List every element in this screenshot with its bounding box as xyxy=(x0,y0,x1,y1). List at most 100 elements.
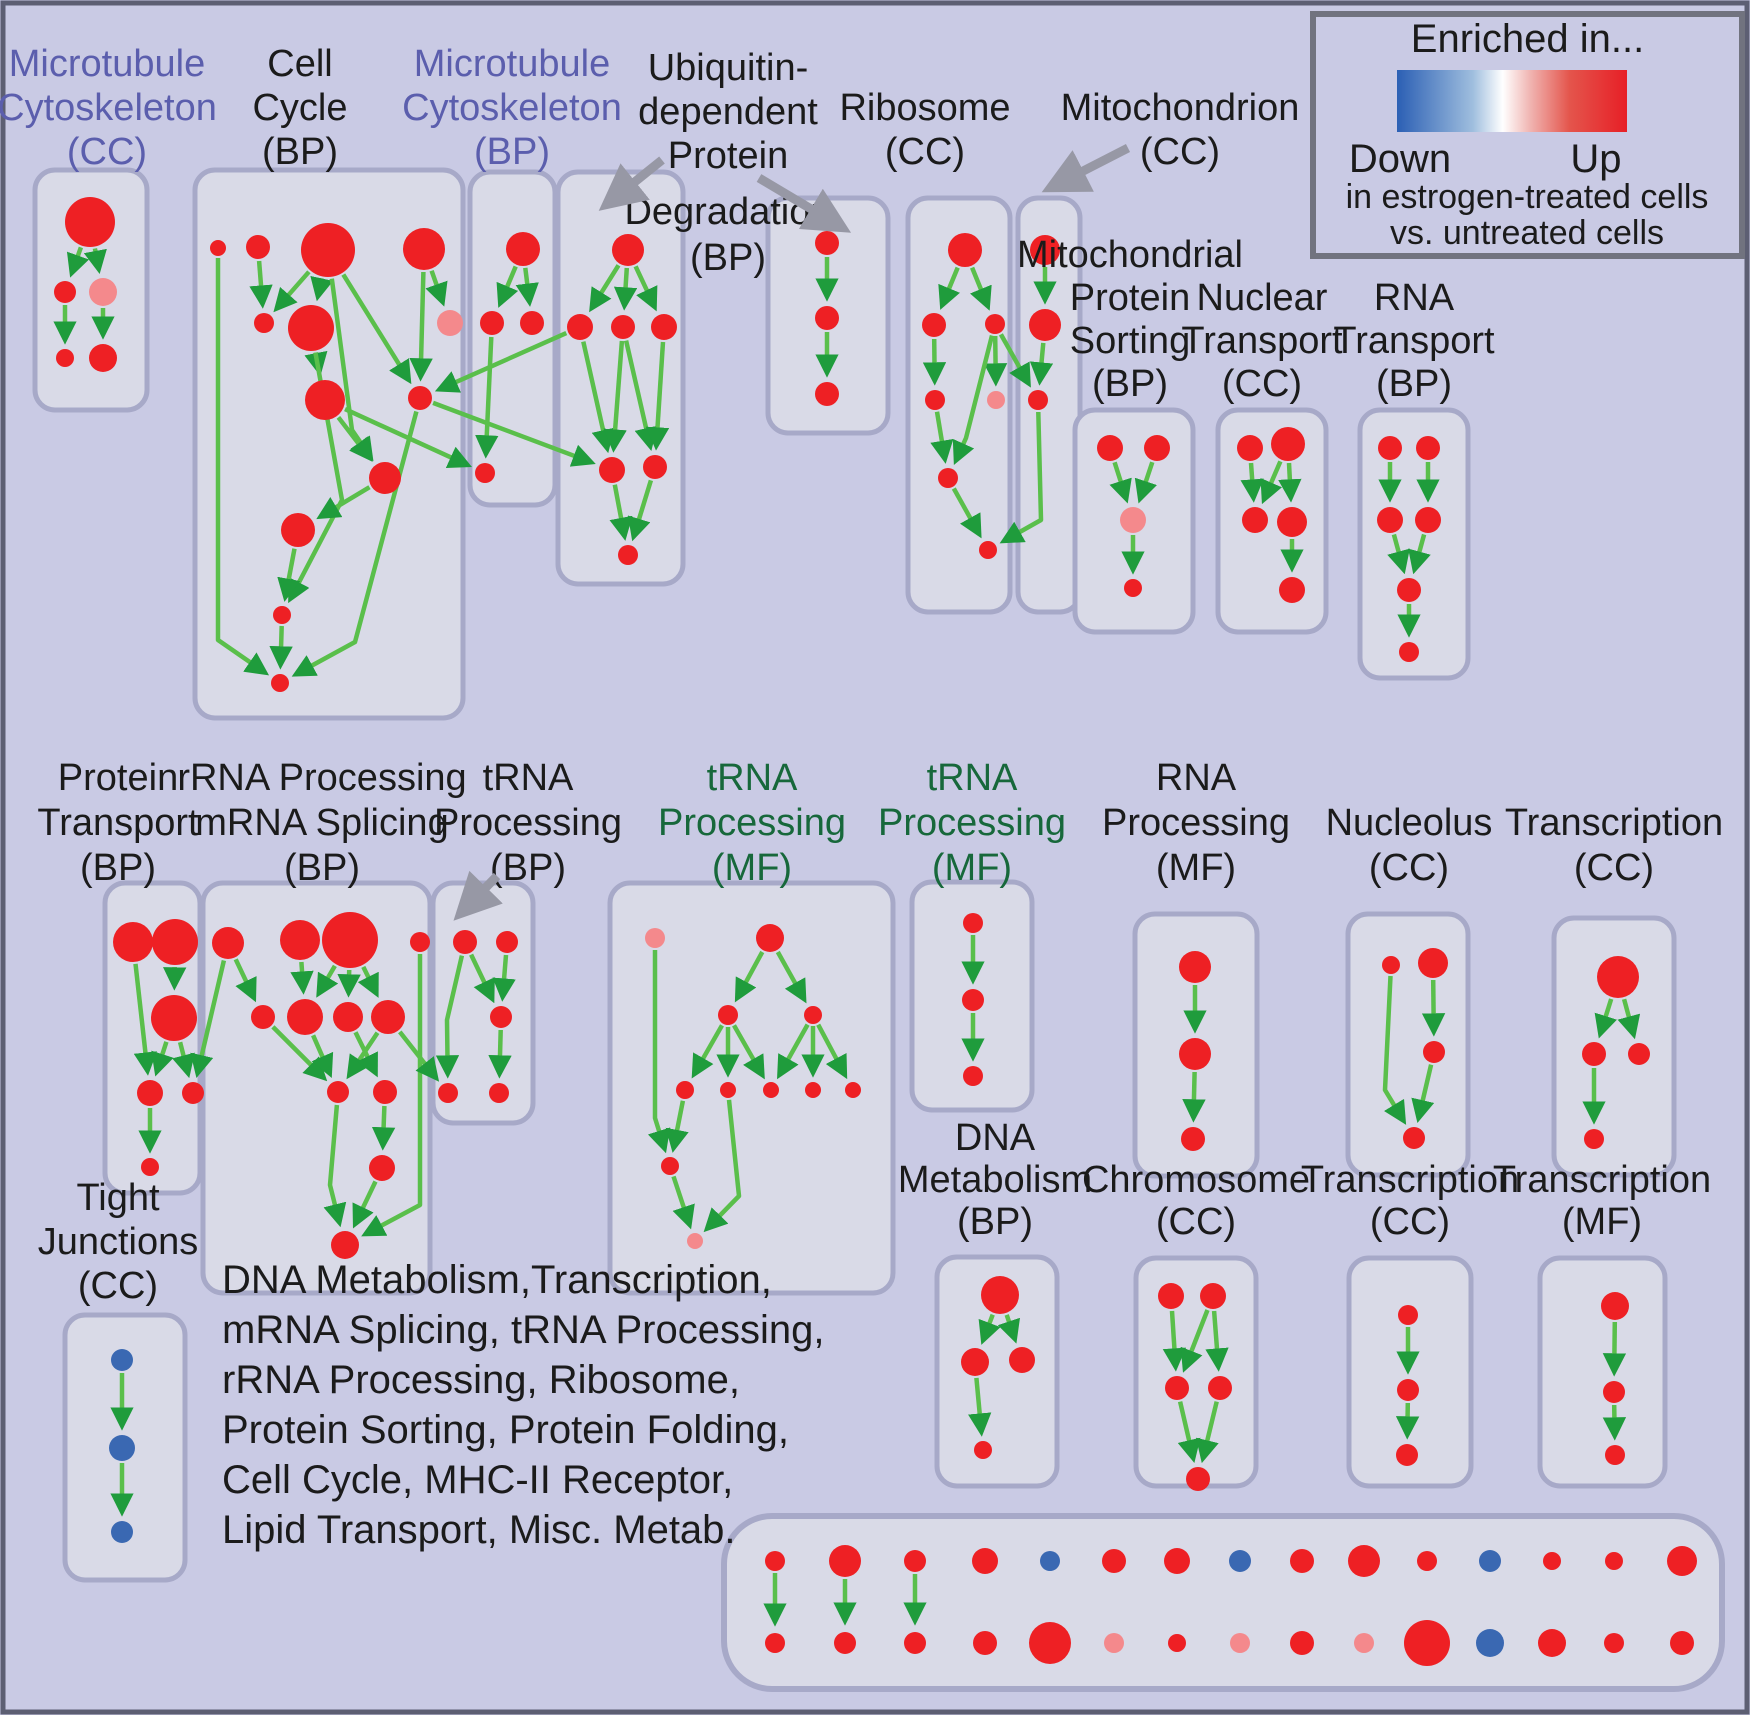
bottom-grid-bottom-node-5 xyxy=(1104,1633,1124,1653)
cluster-label-rib-line1: (CC) xyxy=(885,131,965,173)
node-rib-r2 xyxy=(922,313,946,337)
cluster-box-mt xyxy=(470,172,555,505)
cluster-box-tmf xyxy=(1540,1258,1665,1486)
cluster-label-ms-line2: Sorting xyxy=(1070,320,1190,362)
node-ch-k1 xyxy=(1158,1283,1184,1309)
edge-tmf-x2-x3 xyxy=(1614,1405,1615,1436)
bottom-grid-top-node-11 xyxy=(1479,1550,1501,1572)
node-dm-d3 xyxy=(1009,1347,1035,1373)
cluster-label-ch-line0: Chromosome xyxy=(1082,1159,1310,1201)
cluster-label-tm1-line2: (MF) xyxy=(712,847,792,889)
edge-tc2-w2-w3 xyxy=(1407,1403,1408,1435)
node-mit-mi3 xyxy=(1028,390,1048,410)
cluster-label-tm2-line2: (MF) xyxy=(932,847,1012,889)
cluster-label-rt-line0: RNA xyxy=(1374,277,1455,319)
edge-cc-cc4-cc9 xyxy=(421,272,424,377)
node-ub2-u2 xyxy=(815,306,839,330)
bottom-grid-bottom-node-12 xyxy=(1538,1629,1566,1657)
node-rr-q11 xyxy=(369,1155,395,1181)
node-tmf-x3 xyxy=(1605,1445,1625,1465)
cluster-label-mit-line1: (CC) xyxy=(1140,131,1220,173)
node-tb-t4 xyxy=(438,1083,458,1103)
bottom-grid-top-node-6 xyxy=(1164,1548,1190,1574)
cluster-label-rr-line2: (BP) xyxy=(284,847,360,889)
bottom-grid-top-node-0 xyxy=(765,1551,785,1571)
node-rr-q9 xyxy=(327,1081,349,1103)
bottom-grid-top-node-10 xyxy=(1417,1551,1437,1571)
node-tc-v2 xyxy=(1582,1042,1606,1066)
bottom-grid-bottom-node-0 xyxy=(765,1633,785,1653)
node-nt-n2 xyxy=(1271,427,1305,461)
cluster-label-rp-line2: (MF) xyxy=(1156,847,1236,889)
node-tm1-g11 xyxy=(687,1233,703,1249)
bottom-grid-bottom-node-11 xyxy=(1476,1629,1504,1657)
node-ub1-b4 xyxy=(651,314,677,340)
edge-rr-q10-q11 xyxy=(383,1106,385,1146)
bottom-grid-bottom-node-2 xyxy=(904,1632,926,1654)
node-rr-q8 xyxy=(371,1000,405,1034)
node-dm-d2 xyxy=(961,1348,989,1376)
cluster-label-pt-line1: Transport xyxy=(37,802,199,844)
bottom-grid-bottom-node-14 xyxy=(1670,1631,1694,1655)
cluster-label-tb-line2: (BP) xyxy=(490,847,566,889)
cluster-label-dm-line1: Metabolism xyxy=(898,1159,1092,1201)
node-ch-k3 xyxy=(1165,1376,1189,1400)
node-dm-d4 xyxy=(974,1441,992,1459)
node-ms-s4 xyxy=(1124,579,1142,597)
bottom-grid-top-node-3 xyxy=(972,1548,998,1574)
node-mtcc-a5 xyxy=(89,344,117,372)
node-mt-m3 xyxy=(520,311,544,335)
node-ms-s1 xyxy=(1097,435,1123,461)
node-tb-t2 xyxy=(496,931,518,953)
edge-tb-t3-t5 xyxy=(500,1030,501,1074)
node-tm1-g7 xyxy=(763,1082,779,1098)
node-rib-r4 xyxy=(925,390,945,410)
node-tmf-x2 xyxy=(1603,1381,1625,1403)
cluster-label-tb-line0: tRNA xyxy=(483,757,574,799)
legend-title: Enriched in... xyxy=(1411,17,1644,61)
cluster-label-tmf-line1: (MF) xyxy=(1562,1201,1642,1243)
edge-nt-n1-n3 xyxy=(1251,463,1254,498)
cluster-label-pt-line2: (BP) xyxy=(80,847,156,889)
edge-rib-r3-r5 xyxy=(995,336,996,382)
bottom-grid-bottom-node-10 xyxy=(1404,1620,1450,1666)
legend-up-label: Up xyxy=(1570,137,1621,181)
node-tc-v1 xyxy=(1597,956,1639,998)
cluster-label-ub1-line0: Ubiquitin- xyxy=(648,47,809,89)
node-mtcc-a4 xyxy=(56,349,74,367)
node-mtcc-a1 xyxy=(65,197,115,247)
node-rr-q4 xyxy=(410,932,430,952)
bottom-grid-bottom-node-4 xyxy=(1029,1622,1071,1664)
node-cc-cc11 xyxy=(281,513,315,547)
node-pt-p4 xyxy=(137,1080,163,1106)
cluster-label-cc-line1: Cycle xyxy=(252,87,347,129)
cluster-label-tm1-line1: Processing xyxy=(658,802,846,844)
misc-text-line-0: DNA Metabolism,Transcription, xyxy=(222,1258,772,1302)
cluster-label-rt-line2: (BP) xyxy=(1376,363,1452,405)
cluster-label-tj-line1: Junctions xyxy=(38,1221,199,1263)
cluster-label-rp-line0: RNA xyxy=(1156,757,1237,799)
bottom-grid-top-node-2 xyxy=(904,1550,926,1572)
node-rib-r5 xyxy=(987,391,1005,409)
node-rt-rf xyxy=(1399,642,1419,662)
node-cc-cc1 xyxy=(210,240,226,256)
node-tm1-g1 xyxy=(645,928,665,948)
node-tm1-g10 xyxy=(661,1157,679,1175)
node-mt-m2 xyxy=(480,311,504,335)
legend-subtitle-line1: in estrogen-treated cells xyxy=(1346,178,1709,216)
cluster-box-rt xyxy=(1360,410,1468,678)
cluster-label-rp-line1: Processing xyxy=(1102,802,1290,844)
node-cc-cc2 xyxy=(246,235,270,259)
node-tm1-g2 xyxy=(756,924,784,952)
misc-text-line-3: Protein Sorting, Protein Folding, xyxy=(222,1408,789,1452)
node-rt-ra xyxy=(1378,436,1402,460)
bottom-grid-bottom-node-1 xyxy=(834,1632,856,1654)
cluster-label-ub1-line1: dependent xyxy=(638,91,818,133)
node-tm1-g5 xyxy=(676,1081,694,1099)
node-cc-cc13 xyxy=(271,674,289,692)
node-tc2-w2 xyxy=(1397,1379,1419,1401)
cluster-label-mtcc-line0: Microtubule xyxy=(9,43,205,85)
cluster-label-pt-line0: Protein xyxy=(58,757,178,799)
edge-tmf-x1-x2 xyxy=(1614,1322,1615,1372)
